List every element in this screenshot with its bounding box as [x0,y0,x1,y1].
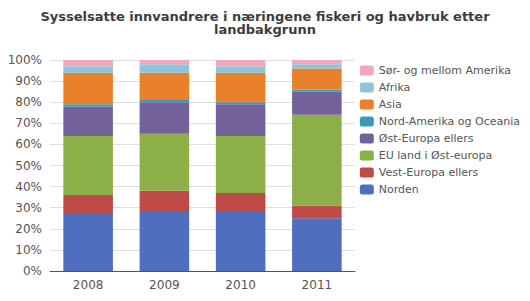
svg-text:70%: 70% [15,116,42,130]
svg-text:100%: 100% [8,53,42,67]
svg-text:2010: 2010 [225,278,256,292]
svg-text:landbakgrunn: landbakgrunn [214,22,316,37]
svg-text:Norden: Norden [379,183,419,196]
svg-text:80%: 80% [15,95,42,109]
svg-text:20%: 20% [15,222,42,236]
svg-text:2008: 2008 [73,278,104,292]
svg-text:2011: 2011 [302,278,333,292]
svg-text:Asia: Asia [379,98,402,111]
svg-text:2009: 2009 [149,278,180,292]
svg-text:0%: 0% [23,264,42,278]
svg-text:10%: 10% [15,243,42,257]
svg-text:Sysselsatte innvandrere i næri: Sysselsatte innvandrere i næringene fisk… [40,9,490,24]
svg-text:40%: 40% [15,180,42,194]
svg-text:30%: 30% [15,201,42,215]
svg-text:60%: 60% [15,137,42,151]
svg-text:50%: 50% [15,159,42,173]
svg-text:90%: 90% [15,74,42,88]
svg-text:Øst-Europa ellers: Øst-Europa ellers [379,132,474,145]
svg-text:EU land i Øst-europa: EU land i Øst-europa [379,149,492,162]
svg-text:Sør- og mellom Amerika: Sør- og mellom Amerika [379,64,511,77]
svg-text:Vest-Europa ellers: Vest-Europa ellers [379,166,479,179]
svg-text:Afrika: Afrika [379,81,411,94]
svg-text:Nord-Amerika og Oceania: Nord-Amerika og Oceania [379,115,520,128]
